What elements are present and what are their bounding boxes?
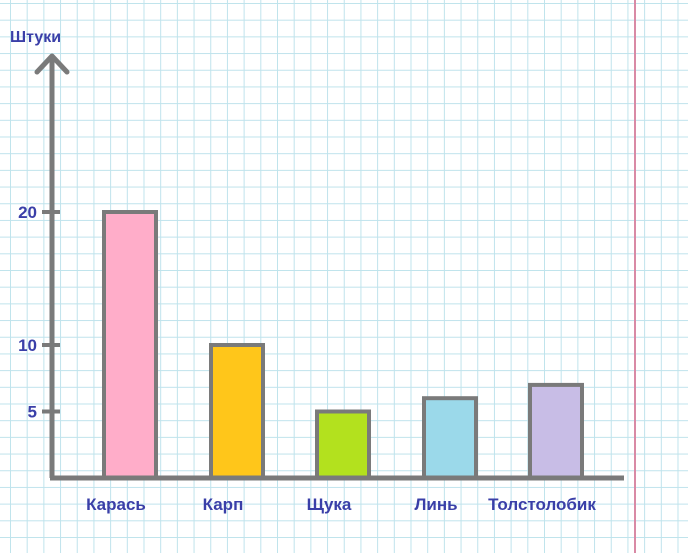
y-tick-label-3: 20 (18, 203, 37, 222)
y-tick-label-1: 5 (28, 403, 37, 422)
bar-4 (422, 396, 478, 481)
y-tick-label-2: 10 (18, 336, 37, 355)
x-tick-label-1: Карась (86, 495, 146, 514)
bar-2 (209, 343, 265, 480)
bar-5 (528, 382, 584, 480)
y-axis-label: Штуки (10, 29, 61, 46)
y-axis-arrow (34, 53, 70, 75)
bar-1 (102, 210, 158, 480)
x-tick-label-3: Щука (307, 495, 352, 514)
x-tick-label-2: Карп (203, 495, 244, 514)
bar-3 (315, 409, 371, 480)
x-labels-group: Карась Карп Щука Линь Толстолобик (86, 495, 596, 514)
bars-group (102, 210, 584, 481)
x-tick-label-5: Толстолобик (488, 495, 596, 514)
y-ticks-group: 5 10 20 (18, 203, 60, 422)
x-tick-label-4: Линь (414, 495, 457, 514)
